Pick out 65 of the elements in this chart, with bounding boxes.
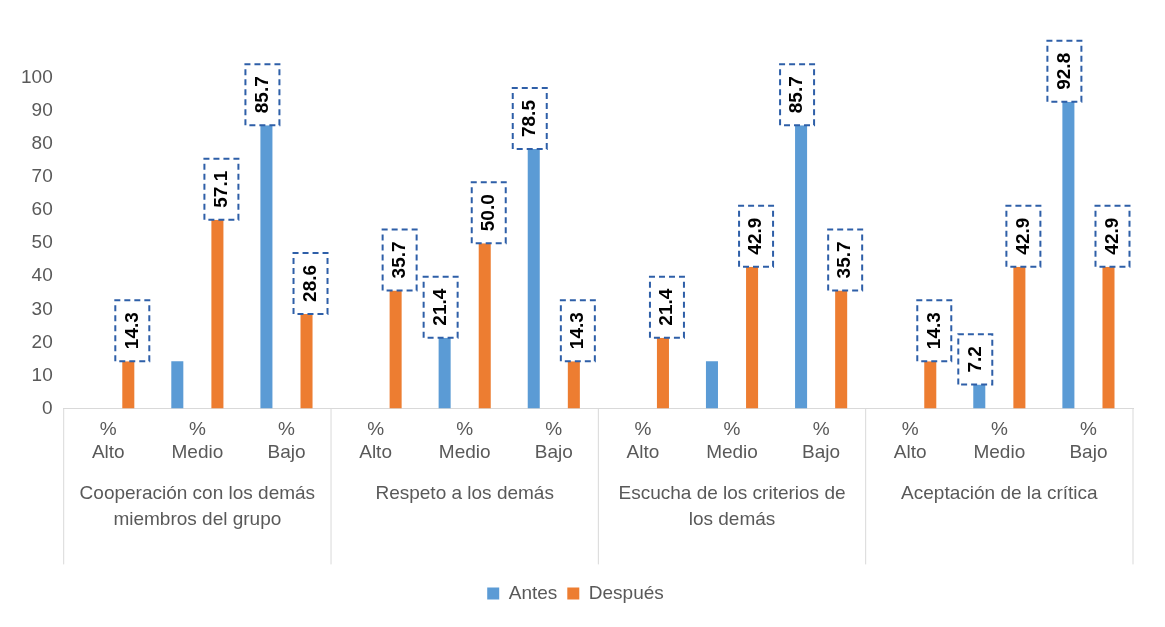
data-label: 57.1 bbox=[209, 170, 231, 208]
x-tick-label: % Alto bbox=[359, 418, 392, 462]
bar bbox=[705, 361, 718, 409]
bar bbox=[746, 266, 759, 409]
x-tick-label: % Alto bbox=[626, 418, 660, 462]
bar bbox=[211, 219, 224, 409]
data-label: 42.9 bbox=[1011, 217, 1033, 255]
y-tick-label: 60 bbox=[31, 198, 53, 220]
data-label: 35.7 bbox=[833, 241, 855, 279]
data-label: 14.3 bbox=[922, 312, 944, 350]
y-tick-label: 10 bbox=[31, 363, 53, 385]
y-tick-label: 30 bbox=[31, 297, 53, 319]
x-tick-label: % Medio bbox=[973, 418, 1026, 462]
x-tick-label: % Medio bbox=[171, 418, 224, 462]
data-label: 78.5 bbox=[517, 99, 539, 138]
x-tick-label: % Medio bbox=[706, 418, 758, 462]
y-tick-label: 50 bbox=[31, 231, 53, 253]
data-label: 35.7 bbox=[387, 241, 409, 279]
y-tick-label: 40 bbox=[31, 264, 53, 286]
text: Escucha de los criterios de los demás bbox=[618, 482, 846, 530]
y-tick-label: 0 bbox=[42, 396, 53, 418]
x-tick-label: % Medio bbox=[438, 418, 491, 462]
data-label: 50.0 bbox=[476, 194, 498, 232]
bar bbox=[656, 337, 669, 409]
text: Aceptación de la crítica bbox=[901, 482, 1098, 504]
x-tick-label: % Alto bbox=[91, 418, 125, 462]
bar bbox=[1062, 101, 1075, 409]
bar bbox=[973, 384, 986, 409]
bar bbox=[389, 290, 402, 409]
text: Cooperación con los demás miembros del grupo bbox=[79, 482, 316, 530]
data-label: 85.7 bbox=[785, 76, 807, 114]
data-label: 42.9 bbox=[1100, 217, 1122, 255]
legend-label: Después bbox=[588, 581, 664, 603]
bar bbox=[260, 125, 273, 409]
bar bbox=[1102, 266, 1115, 409]
bar bbox=[171, 361, 184, 409]
bar bbox=[795, 125, 808, 409]
data-label: 92.8 bbox=[1052, 52, 1074, 90]
x-tick-label: % Bajo bbox=[802, 418, 841, 462]
x-tick-label: % Alto bbox=[893, 418, 927, 462]
bar bbox=[567, 361, 580, 409]
y-tick-label: 90 bbox=[31, 99, 53, 121]
y-tick-label: 20 bbox=[31, 330, 53, 352]
y-tick-label: 100 bbox=[21, 66, 53, 88]
bar bbox=[438, 337, 451, 409]
bar bbox=[122, 361, 135, 409]
data-label: 14.3 bbox=[566, 312, 588, 350]
bar bbox=[1013, 266, 1026, 409]
data-label: 21.4 bbox=[655, 288, 677, 326]
x-tick-label: % Bajo bbox=[534, 418, 573, 462]
x-tick-label: % Bajo bbox=[267, 418, 306, 462]
legend-label: Antes bbox=[508, 581, 558, 603]
data-label: 7.2 bbox=[963, 346, 985, 373]
y-tick-label: 70 bbox=[31, 165, 53, 187]
data-label: 28.6 bbox=[298, 264, 320, 302]
bar bbox=[478, 243, 491, 409]
data-label: 14.3 bbox=[120, 312, 142, 350]
bar bbox=[835, 290, 848, 409]
data-label: 85.7 bbox=[250, 76, 272, 114]
bar bbox=[924, 361, 937, 409]
y-tick-label: 80 bbox=[31, 132, 53, 154]
text: Respeto a los demás bbox=[375, 482, 554, 504]
x-tick-label: % Bajo bbox=[1069, 418, 1108, 462]
data-label: 21.4 bbox=[428, 288, 450, 326]
data-label: 42.9 bbox=[744, 217, 766, 255]
